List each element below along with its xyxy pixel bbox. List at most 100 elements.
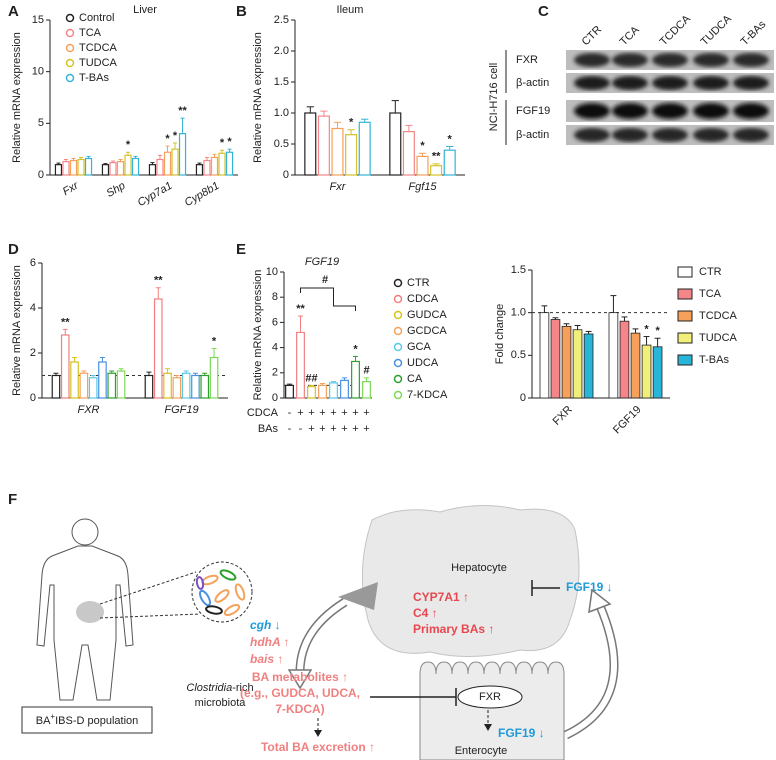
blot-band — [574, 128, 610, 142]
treatment-sign: - — [288, 407, 292, 419]
bar — [619, 320, 630, 399]
legend-label: CTR — [407, 277, 430, 289]
legend-marker — [65, 58, 75, 68]
treatment-sign: - — [288, 423, 292, 435]
blot-band — [693, 76, 729, 90]
y-tick-label: 8 — [272, 291, 278, 303]
significance-label: # — [363, 365, 369, 377]
gene-change: bais ↑ — [250, 652, 283, 666]
zoom-line — [99, 571, 197, 605]
treatment-sign: + — [308, 407, 314, 419]
blot-band — [652, 53, 688, 67]
x-tick-label: FGF19 — [164, 404, 198, 416]
bar — [116, 160, 125, 176]
y-axis-label: Fold change — [494, 304, 506, 365]
bar — [583, 333, 594, 399]
bar — [296, 331, 305, 399]
legend-marker — [677, 288, 693, 300]
hepatocyte-cell — [361, 505, 580, 657]
y-tick-label: 2.5 — [274, 14, 289, 26]
treatment-sign: + — [341, 407, 347, 419]
x-tick-label: FXR — [551, 404, 575, 428]
bar — [402, 131, 415, 176]
legend-label: TCDCA — [79, 42, 118, 54]
bar — [340, 379, 349, 399]
x-tick-label: Cyp8b1 — [183, 180, 222, 209]
y-tick-label: 6 — [272, 316, 278, 328]
legend-marker — [393, 390, 403, 400]
y-tick-label: 2.0 — [274, 45, 289, 57]
bar — [62, 160, 70, 176]
population-rest: IBS-D population — [55, 715, 138, 727]
person-head — [71, 518, 99, 546]
excretion: Total BA excretion ↑ — [261, 740, 375, 754]
population-box — [21, 706, 153, 734]
person-body — [36, 545, 134, 701]
panel-label: E — [236, 241, 246, 258]
bar — [641, 344, 652, 399]
bar — [358, 121, 371, 176]
bar — [351, 360, 360, 399]
significance-label: * — [126, 139, 131, 151]
legend-marker — [677, 354, 693, 366]
microbiota-label: microbiota — [195, 697, 247, 709]
bar — [178, 133, 187, 176]
significance-label: * — [212, 335, 217, 347]
panel-label: A — [8, 3, 19, 20]
legend-marker — [677, 266, 693, 278]
population-ba: BA — [36, 715, 51, 727]
bar — [144, 374, 154, 399]
significance-label: ** — [432, 151, 441, 163]
bar — [389, 112, 402, 176]
legend-label: Control — [79, 12, 114, 24]
significance-label: * — [349, 117, 354, 129]
bar — [209, 356, 219, 399]
significance-label: * — [173, 130, 178, 142]
legend-label: CDCA — [407, 293, 439, 305]
y-axis-label: Relative mRNA expression — [11, 265, 23, 396]
bar — [329, 382, 338, 399]
treatment-sign: + — [352, 407, 358, 419]
blot-band — [693, 53, 729, 67]
significance-label: * — [227, 136, 232, 148]
hepatocyte-label: Hepatocyte — [451, 562, 507, 574]
bar — [345, 134, 358, 176]
bar — [317, 115, 330, 176]
blot-band — [693, 128, 729, 142]
blot-band — [733, 128, 769, 142]
treatment-sign: + — [352, 423, 358, 435]
y-tick-label: 0 — [38, 169, 44, 181]
bar — [285, 384, 294, 399]
bar — [443, 149, 456, 176]
bar — [69, 159, 78, 176]
y-axis-label: Relative mRNA expression — [252, 270, 264, 401]
bar — [88, 377, 98, 399]
bar — [131, 157, 140, 176]
microbiota-genus: Clostridia — [186, 682, 232, 694]
bar — [416, 155, 429, 176]
y-tick-label: 0 — [272, 392, 278, 404]
bar — [163, 372, 172, 399]
legend-marker — [393, 358, 403, 368]
bar — [70, 361, 79, 399]
y-tick-label: 0 — [520, 392, 526, 404]
treatment-sign: + — [297, 407, 303, 419]
x-tick-label: FXR — [78, 404, 100, 416]
legend-marker — [65, 73, 75, 83]
y-tick-label: 1.5 — [274, 76, 289, 88]
arrow — [287, 669, 313, 690]
panel-label: C — [538, 3, 549, 20]
lane-label: TCA — [618, 24, 643, 49]
enterocyte-cell — [419, 661, 565, 760]
legend-label: GUDCA — [407, 309, 447, 321]
bar — [79, 372, 89, 399]
bar — [54, 164, 63, 176]
bar — [163, 151, 172, 176]
treatment-sign: + — [330, 423, 336, 435]
lane-label: TUDCA — [699, 12, 735, 48]
legend-label: T-BAs — [699, 354, 729, 366]
bar — [153, 298, 163, 399]
row-label: β-actin — [516, 129, 549, 141]
blot-band — [612, 128, 648, 142]
